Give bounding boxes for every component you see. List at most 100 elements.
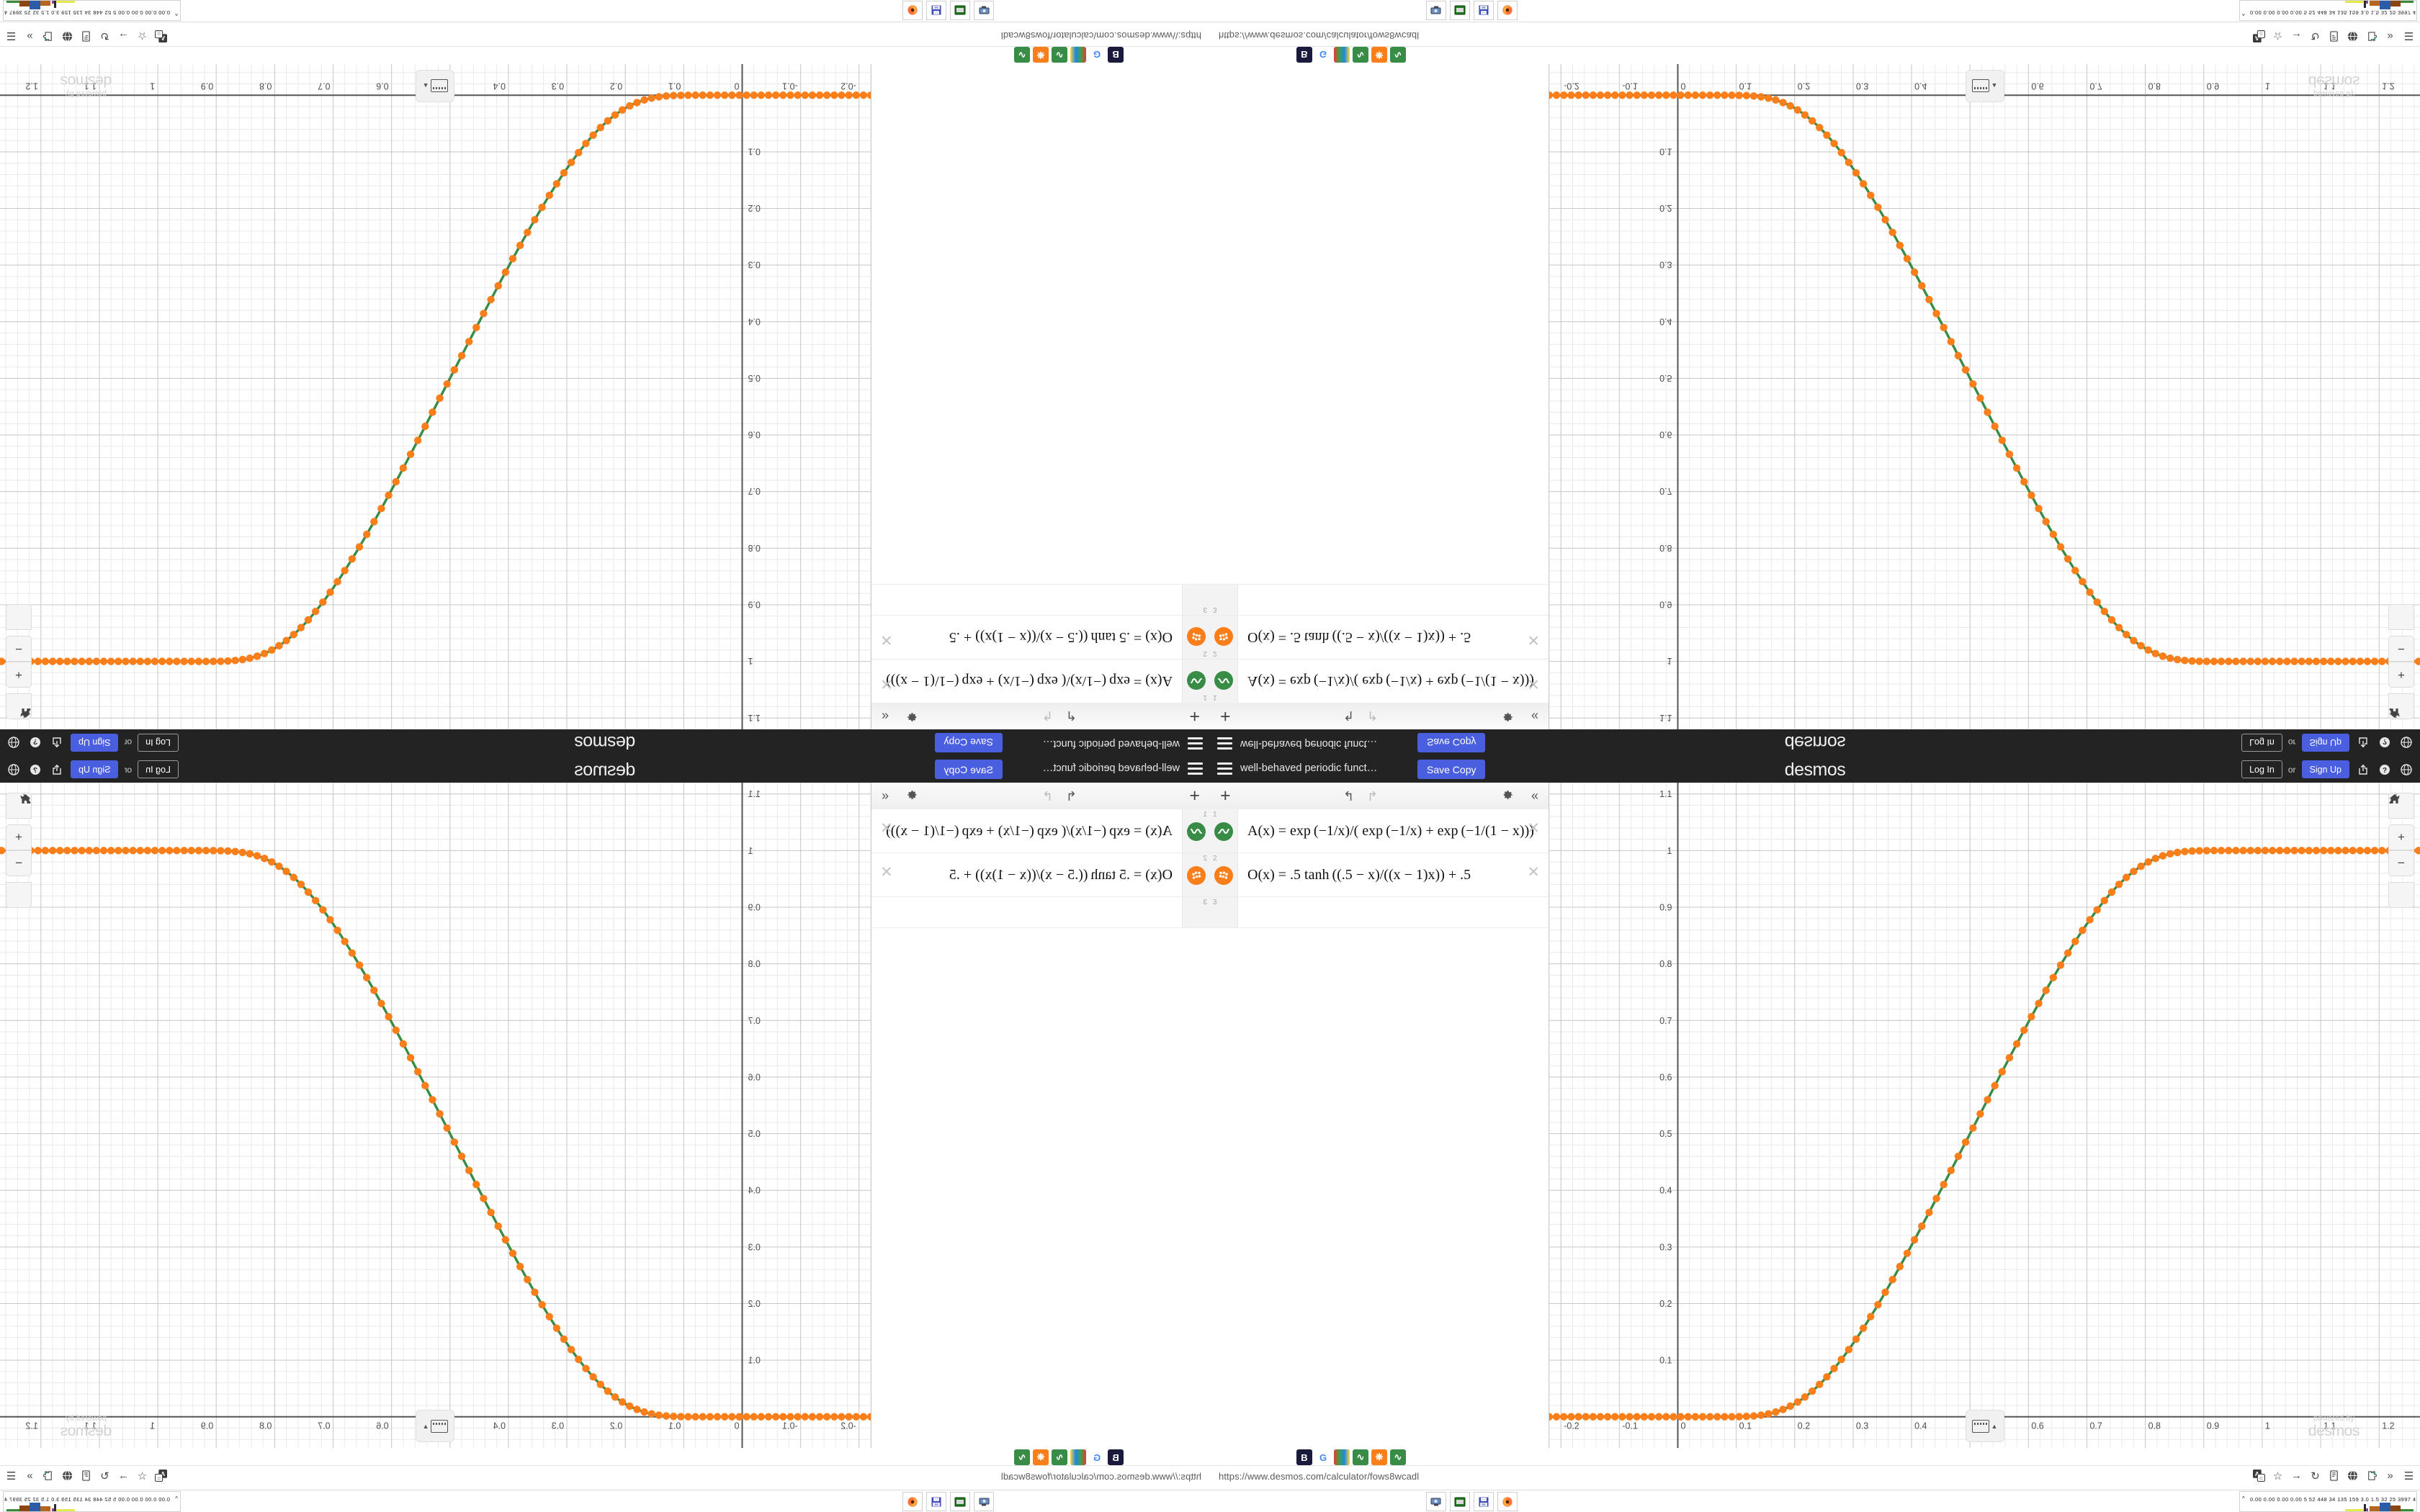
language-icon[interactable] xyxy=(2398,762,2414,778)
url-text[interactable]: https://www.desmos.com/calculator/fows8w… xyxy=(1000,30,1201,41)
close-icon[interactable]: ✕ xyxy=(880,631,893,648)
display-icon[interactable] xyxy=(974,1492,994,1511)
help-icon[interactable]: ? xyxy=(2377,735,2393,751)
expression-text[interactable] xyxy=(1247,585,1517,615)
home-icon[interactable] xyxy=(6,604,32,718)
keyboard-icon[interactable]: ▲ xyxy=(416,1410,455,1442)
share-icon[interactable] xyxy=(49,735,65,751)
system-tray[interactable]: ^ 0.00 0.00 0.00 0.00 5 52 448 34 135 15… xyxy=(3,0,181,21)
gear-icon[interactable] xyxy=(906,707,918,723)
bookmark-star-icon[interactable]: ☆ xyxy=(2272,30,2283,42)
sign-up-button[interactable]: Sign Up xyxy=(71,734,119,752)
system-taskbar[interactable]: 64 ^ 0.00 0.00 0.00 0.00 5 52 448 34 135… xyxy=(0,1490,1210,1512)
browser-menu-icon[interactable]: ☰ xyxy=(6,1470,17,1482)
expression-row-2[interactable]: 2 O(x) = .5 tanh ((.5 − x)/((x − 1)x)) +… xyxy=(871,853,1210,897)
keyboard-icon[interactable]: ▲ xyxy=(1965,1410,2004,1442)
double-chevron-left-icon[interactable]: « xyxy=(882,788,889,803)
extension-icon[interactable] xyxy=(42,1469,55,1482)
expression-list[interactable]: 1 A(x) = exp (−1/x)/( exp (−1/x) + exp (… xyxy=(1210,64,1549,703)
reload-icon[interactable]: ↻ xyxy=(100,1470,109,1482)
zoom-in-button[interactable]: + xyxy=(6,824,32,850)
sign-up-button[interactable]: Sign Up xyxy=(71,760,119,778)
bookmark-icon-3[interactable] xyxy=(1334,47,1350,63)
expression-panel[interactable]: + ↰ ↱ « 1 xyxy=(871,64,1210,729)
firefox-icon[interactable] xyxy=(1497,1492,1518,1511)
graph-canvas[interactable]: -0.2 -0.1 0 0.1 0.2 0.3 0.4 0.5 0.6 0.7 0.8 0.9 1 1.1… xyxy=(1549,783,2420,1448)
double-chevron-left-icon[interactable]: « xyxy=(1531,788,1538,803)
translate-icon[interactable]: A ☆ xyxy=(2252,30,2266,43)
expression-row-3[interactable]: 3 xyxy=(1210,584,1549,615)
expression-text[interactable]: O(x) = .5 tanh ((.5 − x)/((x − 1)x)) + .… xyxy=(1247,629,1471,646)
dotted-points-icon[interactable] xyxy=(1187,866,1206,885)
expression-text[interactable] xyxy=(1247,897,1517,927)
url-text[interactable]: https://www.desmos.com/calculator/fows8w… xyxy=(1000,1471,1201,1482)
save-copy-button[interactable]: Save Copy xyxy=(1417,733,1486,752)
dotted-points-icon[interactable] xyxy=(1187,627,1206,646)
undo-icon[interactable]: ↰ xyxy=(1343,789,1355,804)
firefox-icon[interactable] xyxy=(1497,1,1518,20)
firefox-icon[interactable] xyxy=(902,1,923,20)
undo-icon[interactable]: ↰ xyxy=(1065,789,1077,804)
expression-list[interactable]: 1 A(x) = exp (−1/x)/( exp (−1/x) + exp (… xyxy=(871,809,1210,1448)
bookmark-icon-desmos-1[interactable]: ∿ xyxy=(1353,1449,1368,1465)
hamburger-icon[interactable] xyxy=(1217,762,1232,775)
extension-icon[interactable] xyxy=(2365,30,2378,43)
expression-text[interactable]: O(x) = .5 tanh ((.5 − x)/((x − 1)x)) + .… xyxy=(1247,866,1471,883)
expression-panel[interactable]: + ↰ ↱ « 1 xyxy=(1210,783,1549,1448)
expression-row-3[interactable]: 3 xyxy=(871,897,1210,928)
help-icon[interactable]: ? xyxy=(2377,762,2393,778)
wave-line-icon[interactable] xyxy=(1187,822,1206,841)
translate-icon[interactable]: A ☆ xyxy=(154,1469,168,1482)
expression-row-2[interactable]: 2 O(x) = .5 tanh ((.5 − x)/((x − 1)x)) +… xyxy=(1210,853,1549,897)
close-icon[interactable]: ✕ xyxy=(880,675,893,692)
graph-tools[interactable]: + − xyxy=(6,604,32,719)
save-icon[interactable]: 64 xyxy=(926,1492,946,1511)
bookmark-icon-desmos-2[interactable]: ❋ xyxy=(1033,1449,1049,1465)
bookmark-icon-1[interactable]: B xyxy=(1108,1449,1124,1465)
language-icon[interactable] xyxy=(2398,735,2414,751)
terminal-icon[interactable] xyxy=(1450,1,1470,20)
expression-row-2[interactable]: 2 O(x) = .5 tanh ((.5 − x)/((x − 1)x)) +… xyxy=(1210,615,1549,659)
expression-list[interactable]: 1 A(x) = exp (−1/x)/( exp (−1/x) + exp (… xyxy=(1210,809,1549,1448)
resource-monitor-widget[interactable]: ^ 0.00 0.00 0.00 0.00 5 52 448 34 135 15… xyxy=(3,1491,181,1512)
expression-list[interactable]: 1 A(x) = exp (−1/x)/( exp (−1/x) + exp (… xyxy=(871,64,1210,703)
close-icon[interactable]: ✕ xyxy=(880,820,893,837)
expression-row-1[interactable]: 1 A(x) = exp (−1/x)/( exp (−1/x) + exp (… xyxy=(871,659,1210,703)
log-in-button[interactable]: Log In xyxy=(2241,760,2282,778)
browser-chrome[interactable]: https://www.desmos.com/calculator/fows8w… xyxy=(1210,11,2420,47)
display-icon[interactable] xyxy=(1426,1,1446,20)
bookmark-star-icon[interactable]: ☆ xyxy=(137,1470,148,1482)
graph-canvas[interactable]: -0.2 -0.1 0 0.1 0.2 0.3 0.4 0.5 0.6 0.7 0.8 0.9 1 1.1… xyxy=(0,64,871,729)
save-copy-button[interactable]: Save Copy xyxy=(934,733,1003,752)
system-taskbar[interactable]: 64 ^ 0.00 0.00 0.00 0.00 5 52 448 34 135… xyxy=(1210,0,2420,22)
extension-icon[interactable] xyxy=(42,30,55,43)
gear-icon[interactable] xyxy=(906,789,918,805)
bookmark-bar[interactable]: B G ∿ ❋ ∿ xyxy=(0,1448,1210,1467)
wave-line-icon[interactable] xyxy=(1214,671,1233,690)
bookmark-icon-desmos-1[interactable]: ∿ xyxy=(1353,47,1368,63)
reload-icon[interactable]: ↻ xyxy=(100,30,109,42)
forward-arrow-icon[interactable]: → xyxy=(2291,1470,2302,1482)
graph-tools[interactable]: + − xyxy=(2388,604,2414,719)
system-tray[interactable]: ^ 0.00 0.00 0.00 0.00 5 52 448 34 135 15… xyxy=(3,1491,181,1512)
zoom-out-button[interactable]: − xyxy=(6,850,32,876)
language-icon[interactable] xyxy=(6,762,22,778)
save-copy-button[interactable]: Save Copy xyxy=(934,760,1003,779)
expression-text[interactable] xyxy=(903,897,1173,927)
taskbar-items[interactable]: 64 xyxy=(1426,1,1518,20)
system-taskbar[interactable]: 64 ^ 0.00 0.00 0.00 0.00 5 52 448 34 135… xyxy=(0,0,1210,22)
undo-icon[interactable]: ↰ xyxy=(1343,708,1355,723)
close-icon[interactable]: ✕ xyxy=(1527,675,1540,692)
hamburger-icon[interactable] xyxy=(1188,737,1203,750)
close-icon[interactable]: ✕ xyxy=(1527,820,1540,837)
expression-row-1[interactable]: 1 A(x) = exp (−1/x)/( exp (−1/x) + exp (… xyxy=(1210,659,1549,703)
save-icon[interactable]: 64 xyxy=(1474,1,1494,20)
bookmark-star-icon[interactable]: ☆ xyxy=(137,30,148,42)
reader-view-icon[interactable] xyxy=(79,30,93,43)
desmos-calculator-app[interactable]: well-behaved periodic funct… Save Copy d… xyxy=(1210,0,2420,756)
overflow-chevrons-icon[interactable]: » xyxy=(27,30,33,42)
zoom-in-button[interactable]: + xyxy=(6,662,32,688)
sign-up-button[interactable]: Sign Up xyxy=(2301,760,2349,778)
home-icon[interactable] xyxy=(2388,604,2414,718)
gear-icon[interactable] xyxy=(1502,789,1514,805)
